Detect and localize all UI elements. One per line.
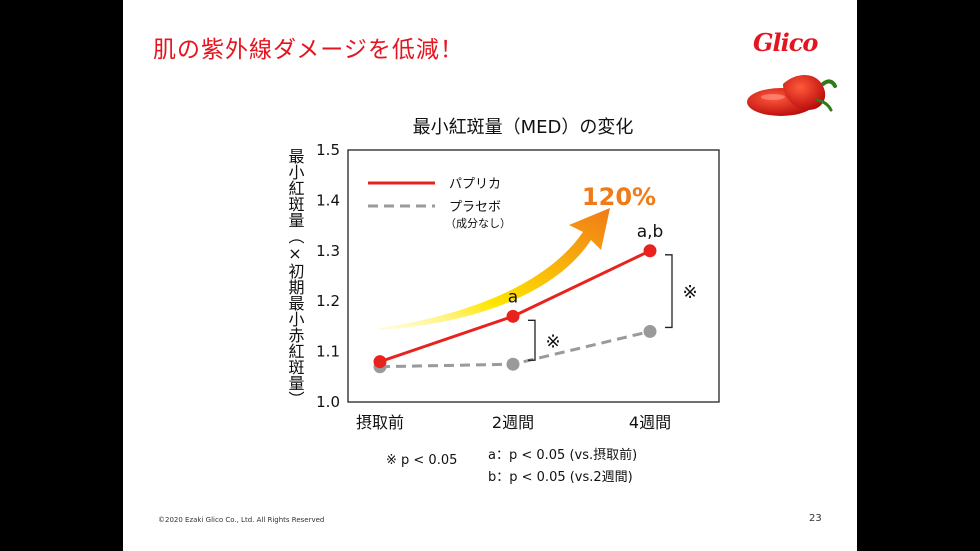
significance-mark: ※ bbox=[682, 282, 697, 303]
y-tick-label: 1.2 bbox=[316, 292, 340, 310]
y-tick-label: 1.4 bbox=[316, 191, 340, 209]
footnote-a: a：p < 0.05 (vs.摂取前) bbox=[488, 447, 637, 463]
data-point-paprika bbox=[373, 355, 387, 369]
chart: 最小紅斑量（MED）の変化 最小紅斑量（×初期最小赤紅斑量） 1.0 1.1 1.2… bbox=[286, 117, 720, 485]
red-pepper-icon bbox=[747, 74, 837, 116]
footnote-asterisk: ※ p < 0.05 bbox=[386, 453, 457, 468]
significance-mark: ※ bbox=[545, 331, 560, 352]
significance-bracket bbox=[528, 319, 536, 361]
data-point-paprika bbox=[506, 309, 520, 323]
legend-label-placebo: プラセボ bbox=[449, 200, 501, 215]
x-tick-label: 2週間 bbox=[492, 413, 534, 432]
glico-logo: Glico bbox=[753, 28, 818, 57]
slide-title: 肌の紫外線ダメージを低減！ bbox=[153, 37, 464, 63]
y-tick-label: 1.1 bbox=[316, 343, 340, 361]
legend-sublabel-placebo: （成分なし） bbox=[445, 217, 511, 230]
footer-copyright: ©2020 Ezaki Glico Co., Ltd. All Rights R… bbox=[158, 516, 325, 524]
legend-label-paprika: パプリカ bbox=[449, 177, 501, 192]
data-point-paprika bbox=[643, 244, 657, 258]
point-label: a,b bbox=[637, 222, 664, 242]
significance-bracket bbox=[665, 254, 673, 329]
data-point-placebo bbox=[643, 324, 657, 338]
y-tick-label: 1.5 bbox=[316, 141, 340, 159]
footnote-b: b：p < 0.05 (vs.2週間) bbox=[488, 470, 633, 485]
chart-title: 最小紅斑量（MED）の変化 bbox=[413, 117, 634, 138]
y-tick-label: 1.3 bbox=[316, 242, 340, 260]
slide: 肌の紫外線ダメージを低減！ Glico 最小紅斑量（MED）の変化 最小紅斑量（… bbox=[123, 0, 857, 551]
point-label: a bbox=[508, 287, 518, 307]
x-tick-label: 摂取前 bbox=[356, 413, 404, 432]
y-tick-label: 1.0 bbox=[316, 393, 340, 411]
plot-frame bbox=[347, 149, 720, 403]
page-number: 23 bbox=[809, 513, 822, 524]
y-axis-label: 最小紅斑量（×初期最小赤紅斑量） bbox=[286, 148, 305, 407]
x-tick-label: 4週間 bbox=[629, 413, 671, 432]
growth-arrow bbox=[378, 208, 610, 330]
callout-text: 120% bbox=[582, 183, 656, 211]
data-point-placebo bbox=[506, 357, 520, 371]
